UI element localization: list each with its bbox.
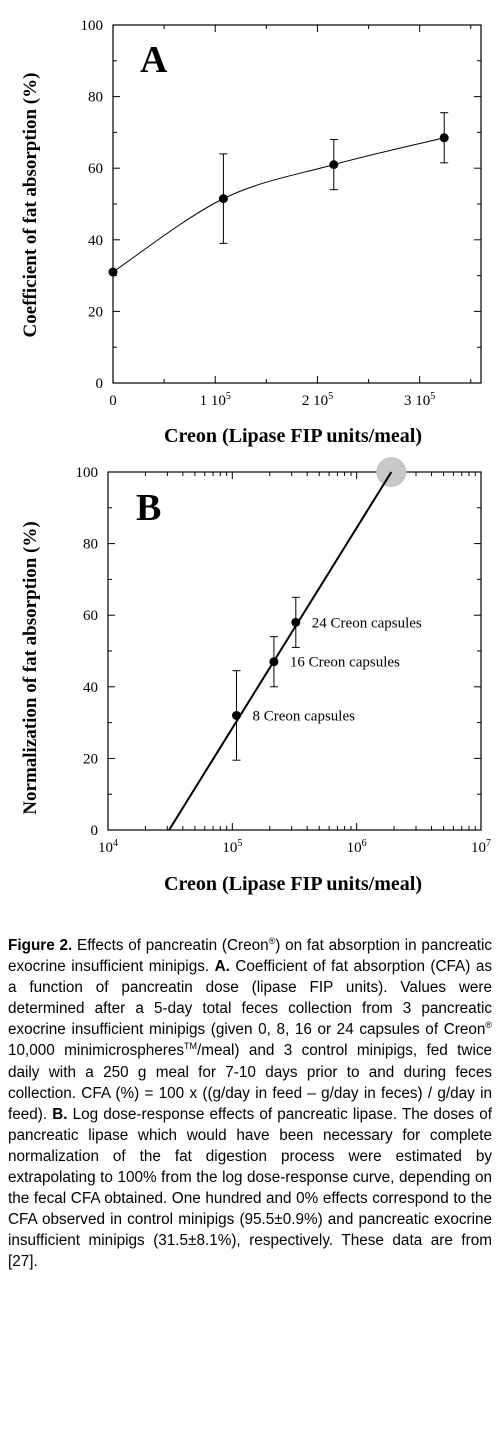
x-axis-label-a: Creon (Lipase FIP units/meal)	[164, 425, 422, 447]
caption-text-a-3: /meal) and 3 control minipigs, fed twice…	[8, 1042, 492, 1123]
caption-text-a-1: Coefficient of fat absorption (CFA) as a…	[8, 958, 492, 1039]
data-point-label: 24 Creon capsules	[312, 615, 422, 631]
y-tick-label: 0	[96, 376, 104, 392]
caption-intro-2: ) on fat absorption in pancreatic exocri…	[8, 937, 493, 976]
data-point	[439, 133, 449, 143]
y-tick-label: 100	[81, 18, 104, 34]
y-tick-label: 40	[83, 680, 98, 696]
data-point	[269, 657, 279, 667]
x-tick-label: 0	[109, 393, 117, 409]
chart-panel-b: B Normalization of fat absorption (%) Cr…	[20, 457, 491, 895]
y-axis-label-b: Normalization of fat absorption (%)	[20, 521, 41, 814]
data-point	[291, 617, 301, 627]
figure-caption: Figure 2. Effects of pancreatin (Creon®)…	[8, 935, 492, 1273]
y-axis-label-a: Coefficient of fat absorption (%)	[20, 73, 41, 338]
chart-panel-a: A Coefficient of fat absorption (%) Creo…	[20, 18, 482, 447]
x-tick-label: 106	[347, 838, 367, 856]
panel-label-b: B	[136, 487, 161, 529]
y-tick-label: 20	[88, 304, 103, 320]
caption-label-a: A.	[214, 958, 230, 976]
y-tick-label: 80	[88, 90, 103, 106]
plot-frame-b	[107, 471, 482, 831]
fit-curve	[112, 137, 445, 273]
y-tick-label: 100	[76, 465, 99, 481]
y-tick-label: 80	[83, 537, 98, 553]
caption-registered-mark: ®	[268, 935, 276, 946]
panel-label-a: A	[140, 39, 168, 81]
caption-figure-label: Figure 2.	[8, 937, 73, 954]
data-point-label: 8 Creon capsules	[252, 708, 355, 724]
y-tick-label: 40	[88, 233, 103, 249]
x-axis-label-b: Creon (Lipase FIP units/meal)	[164, 873, 422, 895]
caption-intro: Effects of pancreatin (Creon	[72, 937, 269, 954]
plot-area-b: 0 20 40 60 80 100 104 105 106 107 8 Creon capsules…	[76, 457, 491, 856]
data-point	[231, 710, 241, 720]
y-tick-label: 20	[83, 751, 98, 767]
x-tick-label: 104	[98, 838, 118, 856]
caption-trademark: TM	[184, 1041, 197, 1052]
x-tick-label: 3 105	[404, 391, 435, 409]
plot-frame-a	[112, 24, 482, 384]
data-point	[329, 160, 339, 170]
plot-area-a: 0 20 40 60 80 100 0 1 105 2 105 3 105	[81, 18, 481, 409]
y-tick-label: 0	[91, 823, 99, 839]
caption-label-b: B.	[52, 1105, 68, 1123]
caption-text-a-2: 10,000 minimicro­spheres	[8, 1042, 184, 1060]
caption-text-b: Log dose-response effects of pancreatic …	[8, 1105, 492, 1271]
x-tick-label: 105	[222, 838, 242, 856]
x-tick-label: 1 105	[200, 391, 231, 409]
fit-line	[168, 471, 393, 831]
x-tick-label: 2 105	[302, 391, 333, 409]
x-tick-label: 107	[471, 838, 491, 856]
data-point	[218, 194, 228, 204]
data-point-label: 16 Creon capsules	[290, 655, 400, 671]
y-tick-label: 60	[83, 608, 98, 624]
figure-charts: A Coefficient of fat absorption (%) Creo…	[20, 18, 491, 895]
caption-registered-mark-2: ®	[485, 1020, 492, 1031]
y-tick-label: 60	[88, 161, 103, 177]
data-point	[108, 267, 118, 277]
